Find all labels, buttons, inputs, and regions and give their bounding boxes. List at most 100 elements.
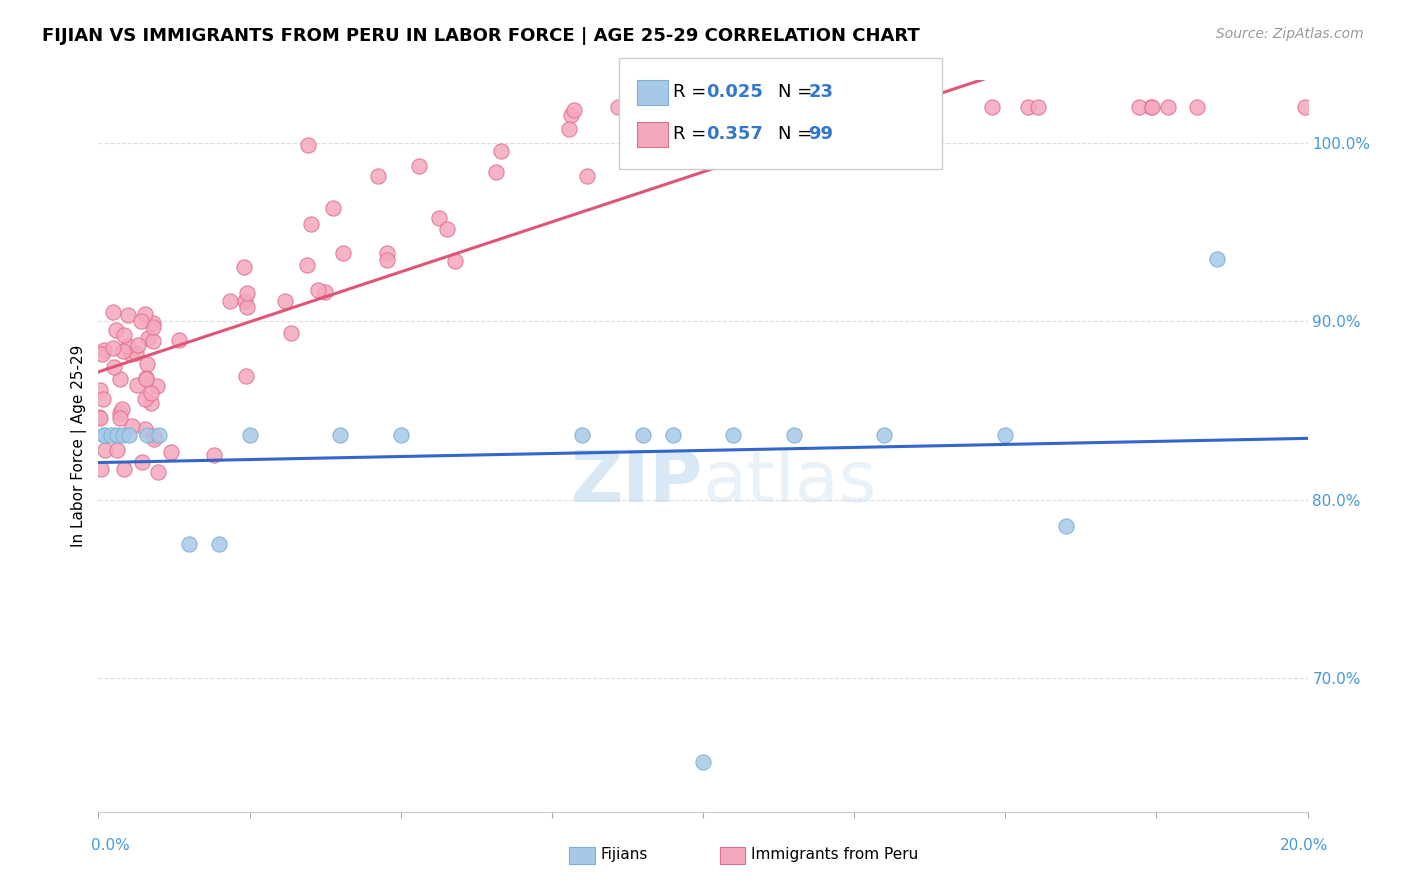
Point (219, 294, 242, 309)
Point (322, 201, 344, 215)
Point (1017, 100, 1039, 114)
Point (239, 428, 262, 442)
Point (142, 316, 165, 330)
Point (111, 428, 134, 442)
Point (274, 293, 297, 308)
Point (692, 755, 714, 769)
Text: 0.0%: 0.0% (91, 838, 131, 853)
Point (142, 334, 165, 348)
Point (1028, 100, 1050, 114)
Point (136, 331, 159, 345)
Text: 99: 99 (808, 125, 834, 143)
Point (136, 357, 159, 371)
Point (375, 246, 398, 260)
Point (436, 222, 458, 236)
Point (139, 386, 162, 401)
Point (631, 428, 654, 442)
Text: Source: ZipAtlas.com: Source: ZipAtlas.com (1216, 27, 1364, 41)
Point (233, 294, 256, 309)
Point (135, 428, 157, 442)
Point (135, 372, 157, 386)
Point (125, 346, 148, 360)
Point (146, 466, 169, 480)
Text: R =: R = (673, 83, 713, 101)
Point (853, 100, 876, 114)
Point (104, 323, 127, 337)
Point (134, 307, 156, 321)
Point (1206, 252, 1229, 266)
Point (103, 360, 125, 375)
Point (101, 305, 124, 319)
Point (236, 285, 259, 300)
Point (127, 378, 149, 392)
Point (112, 461, 135, 475)
Point (117, 308, 139, 322)
Text: atlas: atlas (703, 448, 877, 517)
Point (100, 428, 122, 442)
Point (89, 411, 111, 425)
Point (101, 341, 124, 355)
Text: 23: 23 (808, 83, 834, 101)
Text: Fijians: Fijians (600, 847, 648, 862)
Point (444, 254, 467, 268)
Point (235, 369, 257, 384)
Point (143, 429, 166, 443)
Point (108, 411, 131, 425)
Point (93, 428, 115, 442)
Y-axis label: In Labor Force | Age 25-29: In Labor Force | Age 25-29 (72, 345, 87, 547)
Point (1140, 100, 1163, 114)
Point (981, 100, 1004, 114)
Point (329, 428, 352, 442)
Point (297, 258, 319, 272)
Text: Immigrants from Peru: Immigrants from Peru (751, 847, 918, 862)
Point (661, 428, 683, 442)
Point (134, 422, 156, 436)
Point (87, 409, 110, 424)
Point (142, 319, 165, 334)
Point (208, 537, 231, 551)
Point (131, 455, 153, 469)
Point (759, 100, 782, 114)
Point (389, 428, 412, 442)
Point (90, 346, 112, 360)
Point (375, 253, 398, 268)
Point (783, 428, 806, 442)
Point (571, 428, 593, 442)
Point (332, 246, 354, 260)
Point (780, 100, 803, 114)
Point (112, 328, 135, 343)
Text: 0.357: 0.357 (706, 125, 762, 143)
Point (105, 428, 128, 442)
Point (179, 537, 201, 551)
Text: N =: N = (778, 83, 817, 101)
Point (143, 433, 166, 447)
Point (873, 428, 896, 442)
Point (129, 314, 152, 328)
Point (1054, 519, 1077, 533)
Point (685, 100, 707, 114)
Point (297, 138, 319, 153)
Point (1185, 100, 1208, 114)
Point (90, 462, 112, 476)
Point (723, 428, 745, 442)
Point (557, 122, 579, 136)
Point (135, 370, 157, 384)
Point (160, 445, 183, 459)
Text: 20.0%: 20.0% (1281, 838, 1329, 853)
Point (146, 379, 169, 393)
Point (148, 428, 170, 442)
Point (299, 217, 322, 231)
Text: FIJIAN VS IMMIGRANTS FROM PERU IN LABOR FORCE | AGE 25-29 CORRELATION CHART: FIJIAN VS IMMIGRANTS FROM PERU IN LABOR … (42, 27, 920, 45)
Point (786, 100, 808, 114)
Point (673, 100, 696, 114)
Text: ZIP: ZIP (571, 448, 703, 517)
Point (202, 449, 225, 463)
Point (560, 108, 582, 122)
Point (169, 333, 191, 347)
Point (94, 442, 117, 457)
Point (127, 338, 149, 352)
Point (491, 144, 513, 158)
Point (905, 100, 928, 114)
Point (93, 428, 115, 442)
Point (576, 169, 599, 184)
